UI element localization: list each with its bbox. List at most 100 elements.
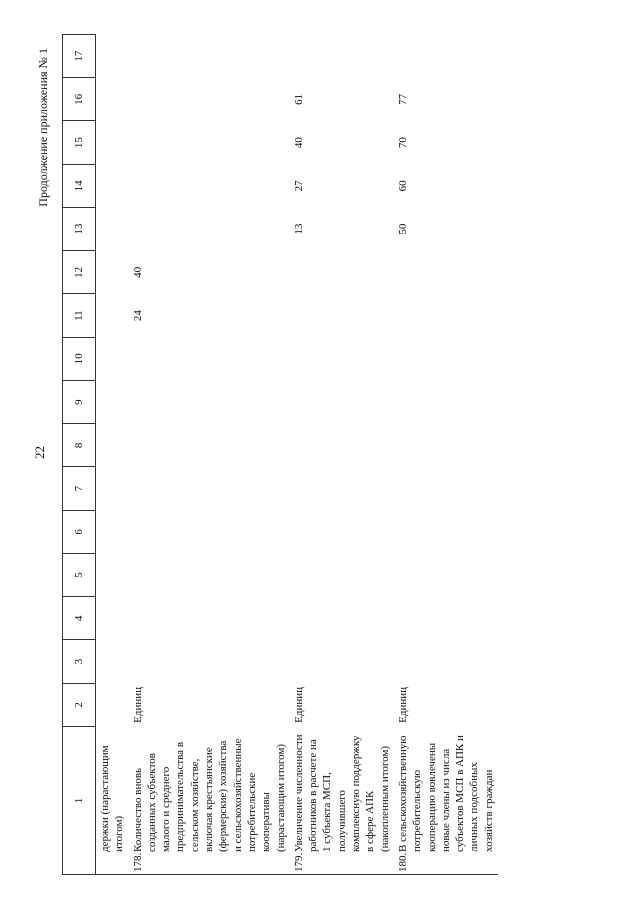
table-row: 179.Увеличение численности работников в …: [289, 35, 394, 875]
value-cell: 24: [131, 310, 144, 322]
value-cell: [96, 78, 129, 121]
value-cell: 77: [396, 93, 409, 105]
value-cell: 61: [292, 93, 305, 105]
header-row: 1 2 3 4 5 6 7 8 9 10 11 12 13 14 15 16 17: [62, 34, 96, 875]
value-cell: [394, 337, 498, 380]
row-label: держки (нарастающим итогом): [95, 726, 129, 875]
value-cell: [394, 554, 498, 597]
value-cell: [129, 35, 290, 78]
indicator-name: держки (нарастающим итогом): [99, 745, 126, 852]
value-cell: [96, 294, 129, 337]
value-cell: [394, 381, 498, 424]
value-cell: [129, 164, 290, 207]
value-cell: [290, 554, 394, 597]
indicator-name: В сельскохозяйственную потребительскую к…: [396, 735, 495, 852]
value-cell: 27: [292, 180, 305, 192]
value-cell: [96, 121, 129, 164]
value-cell: [96, 597, 129, 640]
value-cell: [394, 35, 498, 78]
value-cell: [290, 35, 394, 78]
column-number: 1: [62, 726, 96, 875]
row-number: 179.: [292, 852, 305, 872]
value-cell: [96, 554, 129, 597]
value-cell: [394, 424, 498, 467]
column-number: 9: [62, 380, 96, 424]
column-number: 17: [62, 34, 96, 78]
value-cell: [96, 337, 129, 380]
data-table: 1 2 3 4 5 6 7 8 9 10 11 12 13 14 15 16 17 держки (нараст…: [62, 34, 499, 875]
row-number: 180.: [396, 852, 409, 872]
row-label: 180.В сельскохозяйственную потребительск…: [393, 726, 499, 875]
value-cell: [96, 640, 129, 683]
column-number: 7: [62, 467, 96, 511]
value-cell: 60: [396, 180, 409, 192]
table-row: 178.Количество вновь созданных субъектов…: [128, 35, 290, 875]
value-cell: [129, 554, 290, 597]
value-cell: [96, 251, 129, 294]
unit: Единиц: [131, 686, 144, 723]
value-cell: [129, 121, 290, 164]
value-cell: 40: [131, 266, 144, 278]
value-cell: [394, 597, 498, 640]
indicator-name: Количество вновь созданных субъектов мал…: [131, 738, 287, 852]
value-cell: [290, 510, 394, 553]
value-cell: [290, 424, 394, 467]
column-number: 12: [62, 250, 96, 294]
value-cell: [394, 294, 498, 337]
value-cell: 40: [292, 137, 305, 149]
value-cell: [129, 510, 290, 553]
table-row: держки (нарастающим итогом): [95, 35, 129, 875]
value-cell: [129, 337, 290, 380]
unit: Единиц: [292, 686, 305, 723]
value-cell: [290, 467, 394, 510]
value-cell: [394, 467, 498, 510]
column-number: 13: [62, 207, 96, 251]
value-cell: [290, 640, 394, 683]
value-cell: [96, 381, 129, 424]
value-cell: [290, 597, 394, 640]
row-label: 178.Количество вновь созданных субъектов…: [128, 726, 290, 875]
column-number: 8: [62, 423, 96, 467]
column-number: 6: [62, 510, 96, 554]
value-cell: [129, 424, 290, 467]
value-cell: 70: [396, 137, 409, 149]
value-cell: [290, 294, 394, 337]
column-number: 15: [62, 121, 96, 165]
value-cell: [129, 381, 290, 424]
value-cell: 50: [396, 223, 409, 235]
value-cell: [96, 510, 129, 553]
value-cell: [96, 208, 129, 251]
value-cell: [96, 424, 129, 467]
value-cell: [129, 208, 290, 251]
column-number: 3: [62, 640, 96, 684]
value-cell: [96, 164, 129, 207]
value-cell: [129, 597, 290, 640]
table-row: 180.В сельскохозяйственную потребительск…: [393, 35, 499, 875]
value-cell: [394, 640, 498, 683]
unit: Единиц: [396, 686, 409, 723]
column-number: 10: [62, 337, 96, 381]
value-cell: [394, 510, 498, 553]
value-cell: [290, 337, 394, 380]
value-cell: [96, 467, 129, 510]
unit: [96, 683, 129, 726]
column-number: 4: [62, 596, 96, 640]
value-cell: [290, 251, 394, 294]
continuation-note: Продолжение приложения № 1: [36, 48, 50, 207]
row-number: 178.: [131, 852, 144, 872]
column-number: 5: [62, 553, 96, 597]
value-cell: 13: [292, 223, 305, 235]
indicator-name: Увеличение численности работников в расч…: [292, 734, 391, 852]
value-cell: [394, 251, 498, 294]
column-number: 16: [62, 77, 96, 121]
column-number: 11: [62, 294, 96, 338]
value-cell: [129, 467, 290, 510]
value-cell: [290, 381, 394, 424]
column-number: 2: [62, 683, 96, 727]
value-cell: [129, 640, 290, 683]
value-cell: [96, 35, 129, 78]
column-number: 14: [62, 164, 96, 208]
value-cell: [129, 78, 290, 121]
